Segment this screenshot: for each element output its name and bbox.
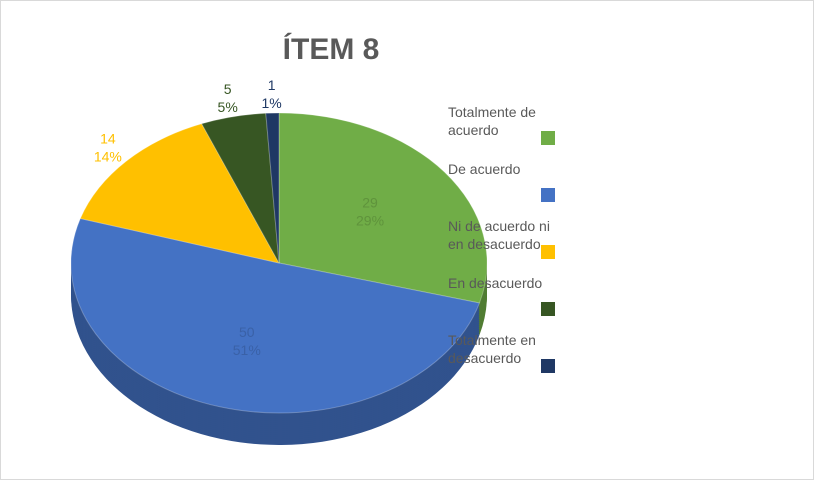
pie-slice xyxy=(70,217,481,414)
legend-swatch xyxy=(541,188,555,202)
data-label: 14 xyxy=(100,131,116,147)
pie-slice xyxy=(79,123,280,264)
legend-label: Totalmente de acuerdo xyxy=(448,104,536,138)
chart-title: ÍTEM 8 xyxy=(283,32,380,66)
legend-swatch xyxy=(541,131,555,145)
data-label-percent: 51% xyxy=(233,342,261,358)
data-label-percent: 14% xyxy=(94,149,122,165)
legend-label: Ni de acuerdo ni en desacuerdo xyxy=(448,218,550,252)
data-label: 1 xyxy=(268,77,276,93)
data-label-percent: 29% xyxy=(356,213,384,229)
legend-label: De acuerdo xyxy=(448,161,521,177)
legend-swatch xyxy=(541,359,555,373)
legend-label: En desacuerdo xyxy=(448,275,543,291)
pie-slice xyxy=(278,112,488,304)
pie-slice xyxy=(200,112,280,264)
data-label-percent: 1% xyxy=(261,95,281,111)
data-label: 5 xyxy=(224,81,232,97)
data-label: 29 xyxy=(362,195,378,211)
legend-label: Totalmente en desacuerdo xyxy=(448,332,536,366)
data-label-percent: 5% xyxy=(218,99,238,115)
data-label: 50 xyxy=(239,324,255,340)
legend-swatch xyxy=(541,245,555,259)
pie-slice xyxy=(265,112,280,264)
legend-swatch xyxy=(541,302,555,316)
